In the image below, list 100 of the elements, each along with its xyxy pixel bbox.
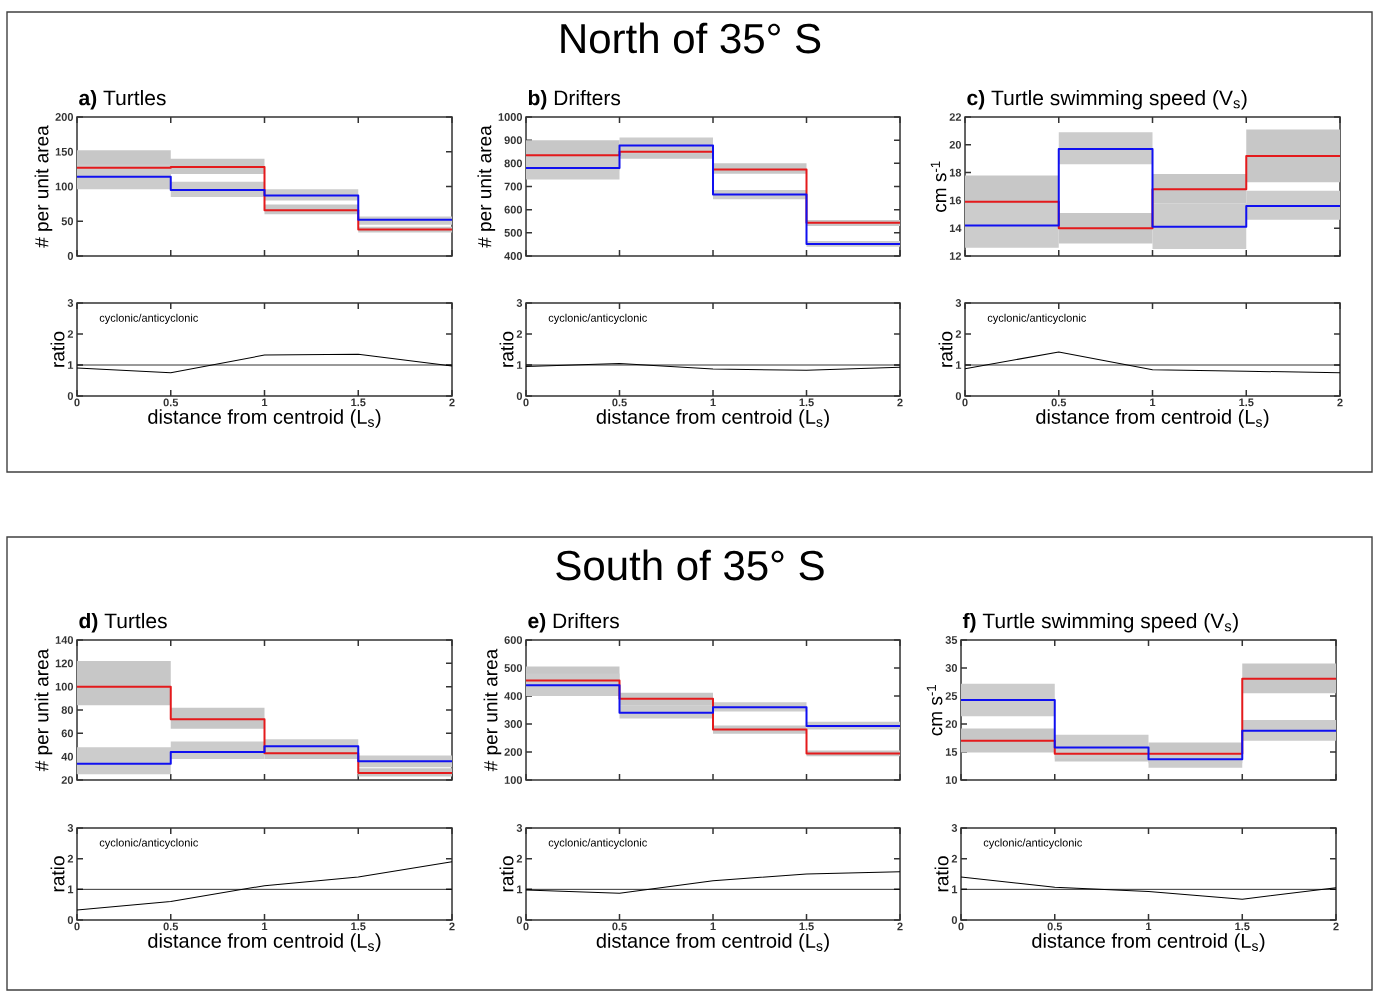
y-axis-title: ratio <box>938 331 953 367</box>
y-tick-label: 3 <box>67 824 74 832</box>
y-tick-label: 25 <box>945 692 958 700</box>
y-tick-label: 20 <box>945 720 958 728</box>
y-tick-label: 14 <box>949 224 962 232</box>
chart-title: f) Turtle swimming speed (V$_{s}$) <box>962 612 1238 633</box>
y-tick-label: 600 <box>504 205 523 214</box>
y-tick-label: 80 <box>61 706 74 714</box>
y-tick-label: 140 <box>55 636 74 644</box>
y-axis-title: ratio <box>50 856 65 892</box>
y-tick-label: 60 <box>61 729 74 738</box>
annotation: cyclonic/anticyclonic <box>99 313 199 324</box>
y-tick-label: 120 <box>55 659 74 668</box>
x-tick-label: 1 <box>710 922 716 931</box>
y-axis-title: # per unit area <box>34 648 53 772</box>
y-tick-label: 18 <box>949 168 962 177</box>
x-tick-label: 1 <box>1146 922 1152 931</box>
y-tick-label: 500 <box>504 664 523 672</box>
y-tick-label: 0 <box>951 916 958 924</box>
y-tick-label: 20 <box>949 140 962 149</box>
x-axis-title: distance from centroid (L$_{s}$) <box>148 409 381 428</box>
x-tick-label: 2 <box>897 922 903 931</box>
y-axis-title: ratio <box>934 856 949 892</box>
x-tick-label: 1.5 <box>799 922 814 931</box>
annotation: cyclonic/anticyclonic <box>987 313 1087 324</box>
chart-title: d) Turtles <box>79 612 167 633</box>
x-tick-label: 1.5 <box>799 398 814 407</box>
x-axis-title: distance from centroid (L$_{s}$) <box>596 933 829 952</box>
x-tick-label: 2 <box>1337 398 1343 407</box>
y-tick-label: 1 <box>517 361 523 369</box>
y-tick-label: 150 <box>55 147 74 156</box>
x-axis-title: distance from centroid (L$_{s}$) <box>1032 933 1265 952</box>
y-tick-label: 400 <box>504 252 523 260</box>
x-tick-label: 2 <box>1333 922 1339 931</box>
y-tick-label: 3 <box>67 299 74 307</box>
y-tick-label: 3 <box>951 824 958 832</box>
y-tick-label: 700 <box>504 182 523 191</box>
annotation: cyclonic/anticyclonic <box>548 313 647 324</box>
y-tick-label: 20 <box>61 776 74 784</box>
y-tick-label: 200 <box>504 748 523 756</box>
x-tick-label: 1.5 <box>1239 398 1254 407</box>
y-tick-label: 0 <box>516 392 523 400</box>
chart-title: c) Turtle swimming speed (V$_{s}$) <box>967 89 1247 110</box>
y-tick-label: 2 <box>955 330 962 338</box>
x-axis-title: distance from centroid (L$_{s}$) <box>148 933 381 952</box>
y-tick-label: 2 <box>516 330 523 338</box>
x-axis-title: distance from centroid (L$_{s}$) <box>596 409 829 428</box>
x-tick-label: 1 <box>262 398 268 407</box>
annotation: cyclonic/anticyclonic <box>983 838 1083 849</box>
y-tick-label: 22 <box>949 113 962 121</box>
y-tick-label: 400 <box>504 692 523 700</box>
x-tick-label: 0.5 <box>163 398 179 407</box>
y-tick-label: 600 <box>504 636 523 644</box>
y-tick-label: 0 <box>516 916 523 924</box>
y-axis-title: # per unit area <box>483 648 502 772</box>
y-tick-label: 30 <box>945 664 958 672</box>
y-tick-label: 1 <box>517 885 523 894</box>
x-tick-label: 1.5 <box>351 922 366 931</box>
x-tick-label: 0 <box>523 922 529 931</box>
x-tick-label: 0.5 <box>1047 922 1063 931</box>
text: North of 35° S <box>561 22 821 54</box>
x-tick-label: 0.5 <box>163 922 179 931</box>
y-tick-label: 1 <box>956 361 962 369</box>
y-tick-label: 2 <box>951 854 958 863</box>
y-tick-label: 10 <box>945 776 958 784</box>
x-tick-label: 1 <box>262 922 268 931</box>
y-tick-label: 50 <box>61 217 74 226</box>
x-tick-label: 2 <box>449 922 455 931</box>
y-tick-label: 800 <box>504 159 523 168</box>
y-axis-title: ratio <box>50 331 65 367</box>
y-tick-label: 40 <box>61 752 74 761</box>
annotation: cyclonic/anticyclonic <box>548 838 647 849</box>
x-tick-label: 0.5 <box>612 922 627 931</box>
y-tick-label: 2 <box>67 854 74 863</box>
x-tick-label: 0.5 <box>612 398 627 407</box>
y-tick-label: 2 <box>516 854 523 863</box>
annotation: cyclonic/anticyclonic <box>99 838 199 849</box>
x-tick-label: 2 <box>897 398 903 407</box>
y-axis-title: # per unit area <box>34 125 53 248</box>
x-tick-label: 0 <box>962 398 968 407</box>
chart-title: a) Turtles <box>79 89 166 110</box>
y-tick-label: 0 <box>67 252 74 260</box>
y-tick-label: 1 <box>952 885 958 894</box>
x-axis-title: distance from centroid (L$_{s}$) <box>1036 409 1269 428</box>
y-tick-label: 3 <box>516 299 523 307</box>
y-tick-label: 1000 <box>498 113 523 121</box>
y-tick-label: 0 <box>67 916 74 924</box>
chart-title: e) Drifters <box>528 612 619 633</box>
y-tick-label: 35 <box>945 636 958 644</box>
y-tick-label: 0 <box>67 392 74 400</box>
y-tick-label: 0 <box>955 392 962 400</box>
y-tick-label: 15 <box>945 748 958 756</box>
x-tick-label: 0 <box>74 922 80 931</box>
y-tick-label: 16 <box>949 196 962 205</box>
y-axis-title: cm s$^{-1}$ <box>926 684 943 736</box>
y-axis-title: # per unit area <box>477 125 496 248</box>
y-tick-label: 2 <box>67 330 74 338</box>
y-tick-label: 100 <box>504 776 523 784</box>
y-tick-label: 500 <box>504 228 523 237</box>
y-tick-label: 12 <box>949 252 962 260</box>
